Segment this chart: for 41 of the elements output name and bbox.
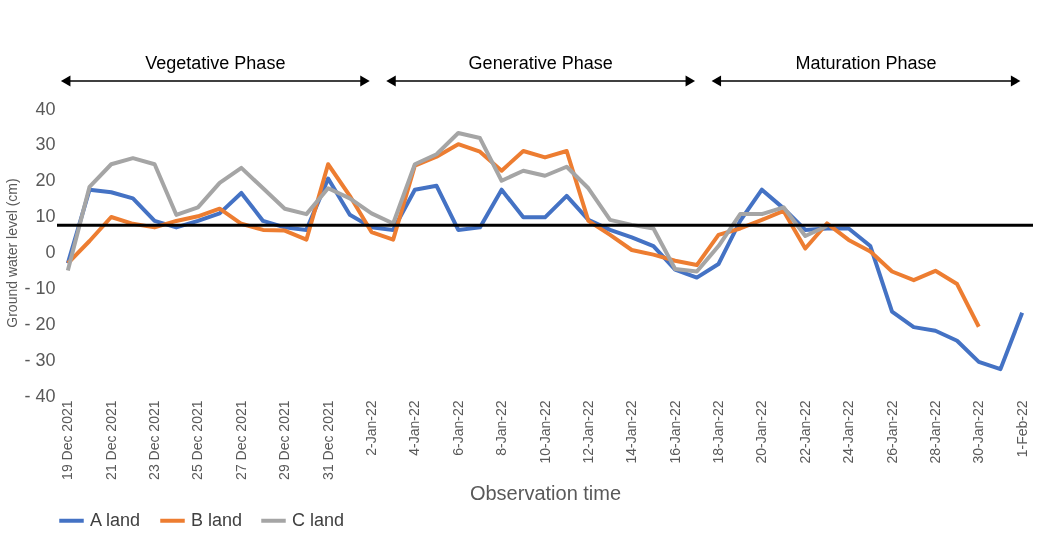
x-tick-label: 20-Jan-22 <box>753 400 770 464</box>
x-tick-label: 14-Jan-22 <box>623 400 640 464</box>
y-tick-label: 20 <box>35 170 56 191</box>
y-tick-label: 10 <box>35 206 56 227</box>
x-tick-label: 8-Jan-22 <box>493 400 510 456</box>
y-tick-label: 40 <box>35 98 56 119</box>
line-series <box>65 131 829 274</box>
x-tick-label: 29 Dec 2021 <box>276 400 293 480</box>
x-tick-label: 2-Jan-22 <box>362 400 379 456</box>
x-tick-label: 16-Jan-22 <box>666 400 683 464</box>
legend-label: B land <box>191 509 243 530</box>
y-tick-label: - 20 <box>24 313 56 334</box>
x-tick-label: 4-Jan-22 <box>406 400 423 456</box>
y-tick-label: - 10 <box>24 277 56 298</box>
text: Generative Phase <box>468 53 613 73</box>
x-tick-label: 27 Dec 2021 <box>232 400 249 480</box>
x-tick-label: 12-Jan-22 <box>579 400 596 464</box>
x-tick-label: 18-Jan-22 <box>710 400 727 464</box>
x-tick-label: 23 Dec 2021 <box>146 400 163 480</box>
x-tick-label: 26-Jan-22 <box>883 400 900 464</box>
x-tick-label: 31 Dec 2021 <box>319 400 336 480</box>
x-tick-label: 21 Dec 2021 <box>102 400 119 480</box>
text: Vegetative Phase <box>145 53 286 73</box>
x-tick-label: 30-Jan-22 <box>970 400 987 464</box>
legend-label: C land <box>292 509 345 530</box>
x-tick-label: 24-Jan-22 <box>840 400 857 464</box>
x-tick-label: 10-Jan-22 <box>536 400 553 464</box>
legend-label: A land <box>90 509 141 530</box>
x-tick-label: 22-Jan-22 <box>796 400 813 464</box>
y-tick-label: 30 <box>35 134 56 155</box>
y-tick-label: 0 <box>45 242 56 262</box>
x-axis-title: Observation time <box>469 481 622 504</box>
y-tick-label: - 40 <box>24 385 56 406</box>
x-tick-label: 28-Jan-22 <box>926 400 943 464</box>
text: Maturation Phase <box>795 53 937 73</box>
x-tick-label: 6-Jan-22 <box>449 400 466 456</box>
y-tick-label: - 30 <box>24 349 56 370</box>
x-tick-label: 1-Feb-22 <box>1013 400 1030 458</box>
x-tick-label: 25 Dec 2021 <box>189 400 206 480</box>
x-tick-label: 19 Dec 2021 <box>59 400 76 480</box>
y-axis-title: Ground water level (cm) <box>4 178 21 328</box>
